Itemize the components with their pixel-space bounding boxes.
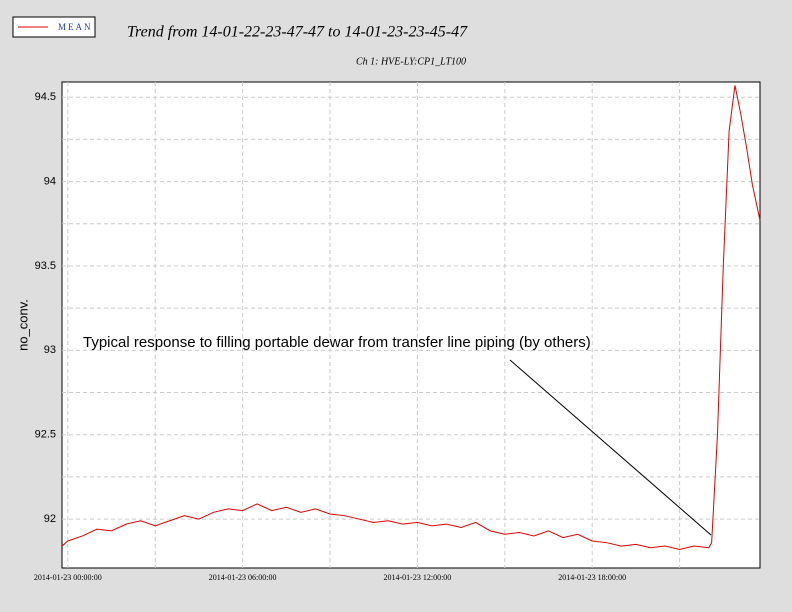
- y-tick-label: 92.5: [35, 429, 56, 441]
- x-tick-label: 2014-01-23 06:00:00: [209, 573, 277, 582]
- chart-subtitle: Ch 1: HVE-LY:CP1_LT100: [356, 56, 466, 67]
- data-line: [61, 85, 761, 550]
- y-axis-label: no_conv.: [15, 299, 30, 351]
- y-tick-label: 94: [44, 175, 56, 187]
- legend-label: MEAN: [58, 22, 93, 32]
- x-tick-label: 2014-01-23 00:00:00: [34, 573, 102, 582]
- y-tick-label: 94.5: [35, 91, 56, 103]
- y-tick-label: 93.5: [35, 260, 56, 272]
- x-tick-label: 2014-01-23 18:00:00: [558, 573, 626, 582]
- y-tick-label: 93: [44, 344, 56, 356]
- x-tick-label: 2014-01-23 12:00:00: [384, 573, 452, 582]
- y-tick-label: 92: [44, 513, 56, 525]
- annotation-arrow: [509, 359, 712, 536]
- chart-title: Trend from 14-01-22-23-47-47 to 14-01-23…: [127, 24, 468, 41]
- annotation: Typical response to filling portable dew…: [83, 334, 591, 351]
- plot-area: [61, 81, 761, 569]
- legend-box: [12, 16, 96, 38]
